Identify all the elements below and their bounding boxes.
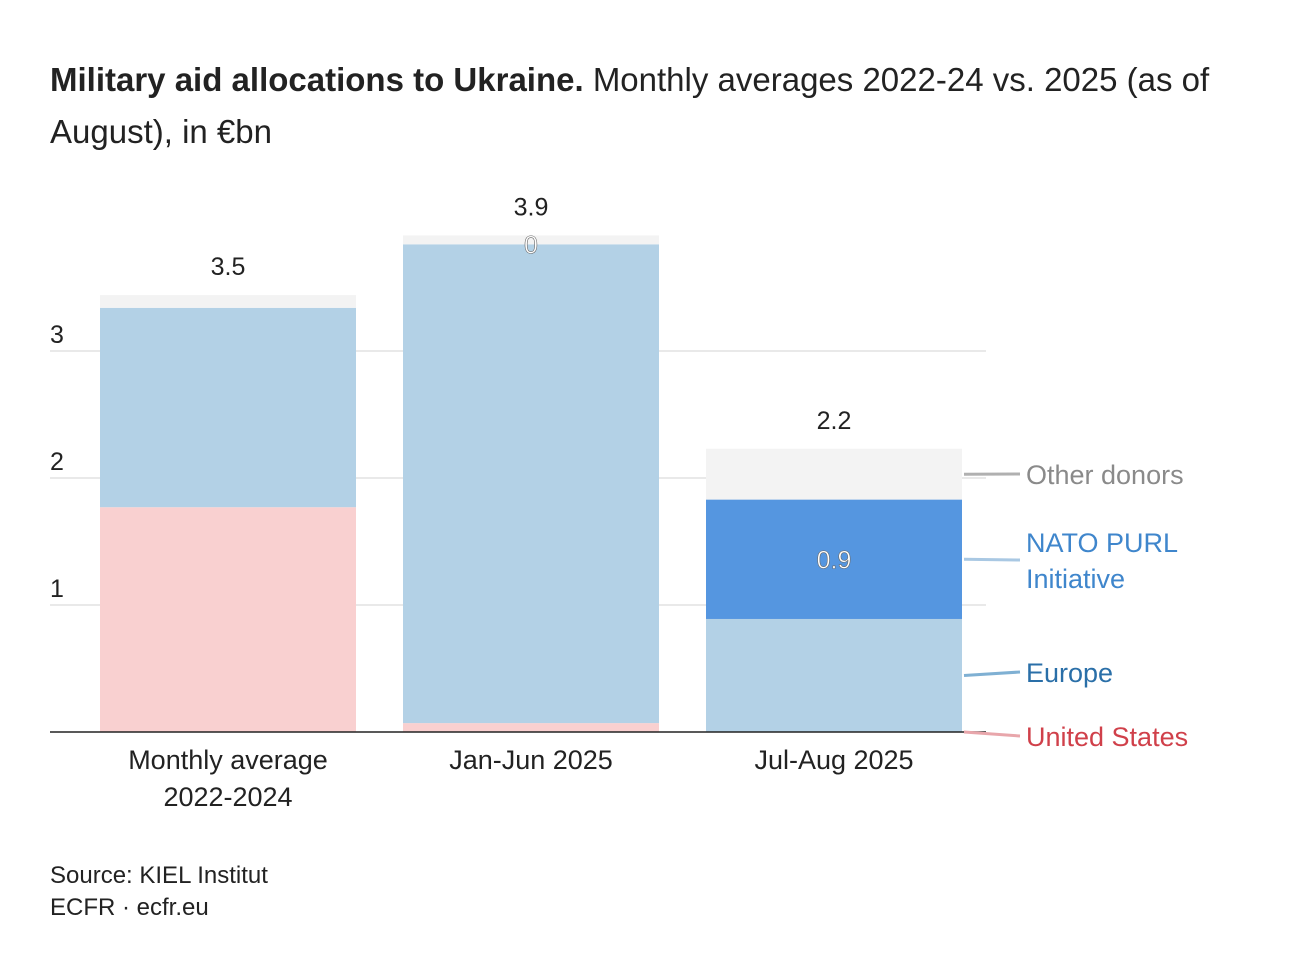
legend-label-nato-purl-initiative: NATO PURL xyxy=(1026,528,1178,558)
legend-label-other-donors: Other donors xyxy=(1026,460,1184,490)
legend-leader-nato-purl-initiative xyxy=(963,557,1021,562)
bar-segment-other-donors-1 xyxy=(100,295,356,308)
chart-footer: Source: KIEL Institut ECFR · ecfr.eu xyxy=(50,860,268,924)
category-label-1: Monthly average xyxy=(128,745,328,775)
source-note: Source: KIEL Institut xyxy=(50,862,268,889)
legend-label-united-states: United States xyxy=(1026,722,1188,752)
y-tick-label-3: 3 xyxy=(50,321,64,349)
legend-leader-united-states xyxy=(963,730,1021,738)
y-tick-label-2: 2 xyxy=(50,448,64,476)
bar-segment-nato-purl-initiative-3 xyxy=(706,499,962,619)
category-label-3: Jul-Aug 2025 xyxy=(754,745,913,775)
inner-value-label-3: 0.9 xyxy=(817,546,852,574)
bar-segment-other-donors-3 xyxy=(706,448,962,500)
y-tick-label-1: 1 xyxy=(50,575,64,603)
category-label-2: Jan-Jun 2025 xyxy=(449,745,613,775)
publisher-credit: ECFR · ecfr.eu xyxy=(50,894,209,921)
bar-total-label-1: 3.5 xyxy=(211,253,246,281)
bar-total-label-2: 3.9 xyxy=(514,193,549,221)
legend-label-europe: Europe xyxy=(1026,658,1113,688)
chart-title-subtitle: Monthly averages 2022-24 vs. 2025 (as of… xyxy=(50,61,1210,150)
bar-segment-other-donors-2 xyxy=(403,235,659,245)
chart-title: Military aid allocations to Ukraine. Mon… xyxy=(50,54,1250,158)
bar-total-label-3: 2.2 xyxy=(817,407,852,435)
legend-label-nato-purl-initiative-line-2: Initiative xyxy=(1026,564,1125,594)
bar-segment-united-states-2 xyxy=(403,723,659,732)
bar-segment-europe-1 xyxy=(100,307,356,508)
inner-value-label-2: 0 xyxy=(524,231,538,259)
bar-segment-united-states-1 xyxy=(100,507,356,732)
bar-segment-europe-2 xyxy=(403,244,659,724)
legend-leader-europe xyxy=(963,670,1021,677)
category-label-1-line-2: 2022-2024 xyxy=(163,782,292,812)
bar-segment-europe-3 xyxy=(706,618,962,732)
chart-title-bold: Military aid allocations to Ukraine. xyxy=(50,61,584,98)
